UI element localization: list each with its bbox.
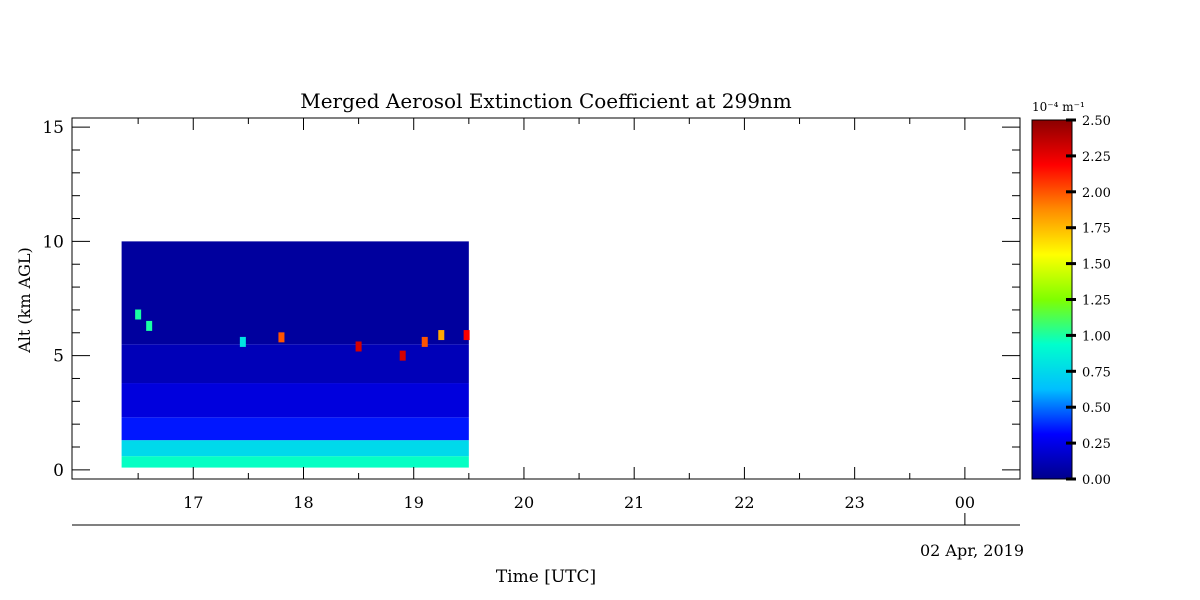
colorbar-tick-label: 2.00 [1082,186,1111,201]
colorbar-tick-label: 2.50 [1082,114,1111,129]
colorbar-tick-label: 0.25 [1082,437,1111,452]
chart-title: Merged Aerosol Extinction Coefficient at… [300,89,792,113]
colorbar-unit-label: 10⁻⁴ m⁻¹ [1032,100,1085,114]
colorbar-tick-label: 1.00 [1082,329,1111,344]
date-label: 02 Apr, 2019 [920,541,1024,560]
colorbar-tick-label: 0.75 [1082,365,1111,380]
aerosol-features [135,309,470,361]
colorbar-tick-label: 1.50 [1082,258,1111,273]
x-tick-label: 00 [955,493,975,512]
aerosol-feature-5 [399,350,406,361]
colorbar-tick-label: 0.50 [1082,401,1111,416]
y-tick-label: 10 [42,232,64,252]
y-tick-label: 15 [42,118,64,138]
colorbar: 2.50 2.25 2.00 1.75 1.50 1.25 1.00 0.75 0.50 0.25… [1031,114,1111,488]
x-tick-label: 22 [734,493,754,512]
heatmap-cells [121,241,469,468]
aerosol-feature-0 [135,309,142,320]
heatmap-layer-3 [121,383,469,418]
x-tick-label: 18 [293,493,313,512]
y-tick-label: 0 [53,461,64,481]
heatmap-layer-2 [121,417,469,441]
x-tick-label: 20 [514,493,534,512]
x-tick-label: 21 [624,493,644,512]
colorbar-fill [1032,120,1072,479]
aerosol-feature-2 [239,336,246,347]
colorbar-tick-label: 0.00 [1082,473,1111,488]
x-axis-label: Time [UTC] [496,567,596,587]
heatmap-layer-5 [121,241,469,345]
plot-frame [71,117,1021,480]
colorbar-tick-label: 1.75 [1082,222,1111,237]
y-tick-label: 5 [53,347,64,367]
colorbar-tick-label: 1.25 [1082,294,1111,309]
aerosol-feature-1 [146,320,153,331]
aerosol-feature-7 [438,330,445,341]
aerosol-feature-6 [421,336,428,347]
x-tick-label: 19 [404,493,424,512]
heatmap-layer-4 [121,344,469,384]
aerosol-feature-4 [355,341,362,352]
heatmap-layer-0 [121,456,469,468]
aerosol-feature-3 [278,332,285,343]
colorbar-tick-label: 2.25 [1082,150,1111,165]
x-tick-label: 23 [844,493,864,512]
y-axis-label: Alt (km AGL) [15,247,34,354]
x-tick-label: 17 [183,493,203,512]
plot-axes: 0 5 10 15 17 18 19 20 21 22 23 00 [42,117,1021,526]
heatmap-layer-1 [121,440,469,457]
aerosol-feature-8 [463,330,470,341]
